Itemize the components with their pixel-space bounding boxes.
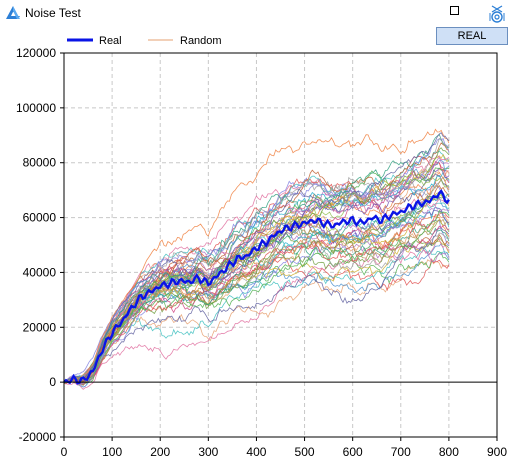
x-tick-label: 400 bbox=[246, 445, 266, 459]
legend-label-random: Random bbox=[180, 35, 222, 47]
plot-border bbox=[63, 52, 498, 438]
random-series-line bbox=[63, 147, 450, 383]
real-series-line bbox=[63, 189, 450, 385]
x-tick-label: 200 bbox=[150, 445, 170, 459]
y-tick-label: 100000 bbox=[16, 101, 56, 115]
random-series-line bbox=[63, 227, 450, 384]
random-series-line bbox=[63, 238, 450, 390]
y-tick-label: 60000 bbox=[23, 211, 57, 225]
random-series-line bbox=[63, 132, 450, 383]
y-tick-label: 40000 bbox=[23, 265, 57, 279]
settings-icon[interactable] bbox=[487, 4, 507, 26]
legend: Real Random bbox=[67, 35, 222, 47]
axes: 0 100 200 300 400 500 600 700 800 900 -20000 0 20000… bbox=[16, 46, 507, 459]
y-tick-label: 80000 bbox=[23, 156, 57, 170]
random-series-line bbox=[63, 161, 450, 383]
maximize-button[interactable] bbox=[446, 3, 462, 19]
random-series-line bbox=[63, 224, 450, 385]
title-bar: Noise Test bbox=[0, 0, 516, 26]
legend-label-real: Real bbox=[99, 35, 122, 47]
real-button[interactable]: REAL bbox=[436, 27, 508, 45]
x-tick-label: 600 bbox=[343, 445, 363, 459]
random-series-line bbox=[64, 153, 450, 383]
y-tick-label: 20000 bbox=[23, 320, 57, 334]
y-tick-label: 120000 bbox=[16, 46, 56, 60]
y-tick-label: 0 bbox=[49, 375, 56, 389]
random-series-line bbox=[63, 128, 450, 383]
x-tick-label: 900 bbox=[487, 445, 507, 459]
x-tick-label: 0 bbox=[61, 445, 68, 459]
real-series-group bbox=[63, 189, 450, 385]
random-series-line bbox=[63, 133, 449, 384]
y-tick-label: -20000 bbox=[19, 430, 57, 444]
window-title: Noise Test bbox=[25, 6, 81, 20]
x-tick-label: 700 bbox=[391, 445, 411, 459]
random-series-line bbox=[63, 219, 450, 388]
random-series-line bbox=[63, 138, 450, 383]
x-tick-label: 100 bbox=[102, 445, 122, 459]
app-logo-icon bbox=[6, 6, 20, 19]
x-tick-label: 800 bbox=[439, 445, 459, 459]
x-tick-label: 500 bbox=[295, 445, 315, 459]
x-tick-label: 300 bbox=[198, 445, 218, 459]
